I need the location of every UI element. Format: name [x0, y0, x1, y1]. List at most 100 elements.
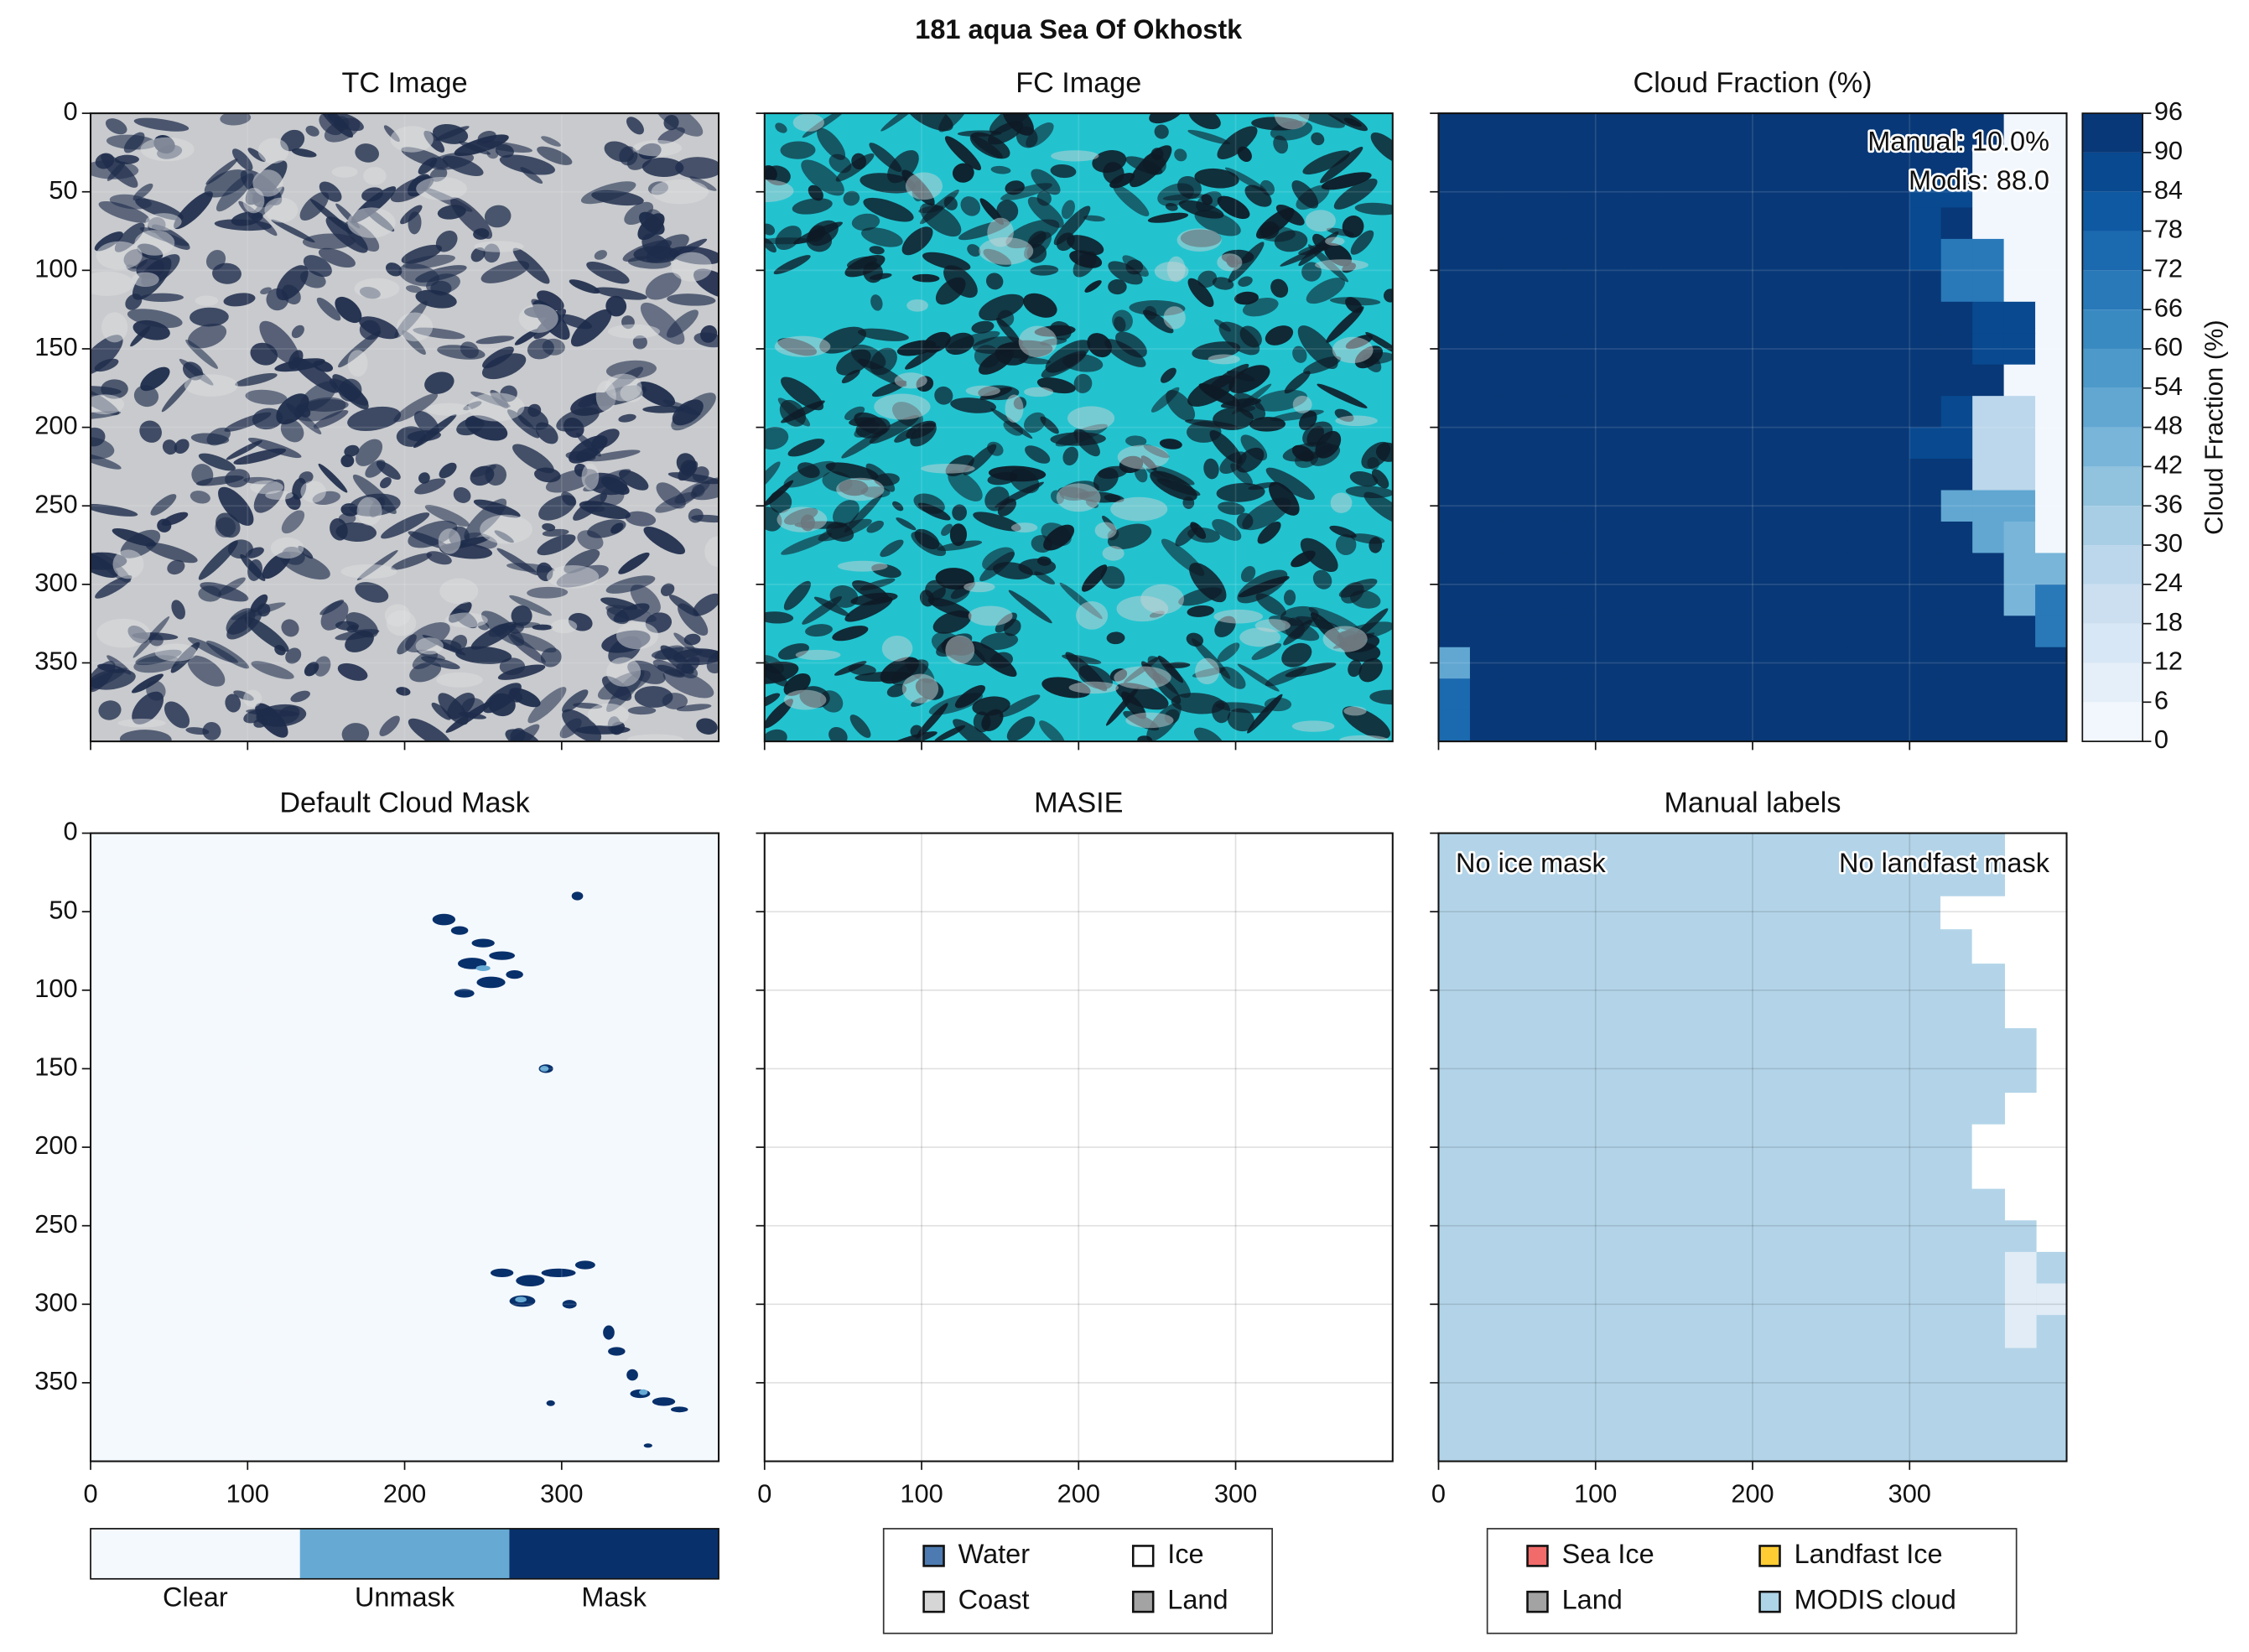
heatmap-cell	[1595, 207, 1628, 240]
heatmap-cell	[1532, 175, 1565, 209]
image-texture	[473, 228, 490, 240]
image-texture	[869, 246, 885, 255]
heatmap-cell	[1658, 364, 1691, 397]
heatmap-cell	[1658, 427, 1691, 460]
heatmap-cell	[1878, 647, 1910, 679]
colorbar-tick-label: 30	[2154, 528, 2183, 558]
image-texture	[453, 486, 471, 503]
image-texture	[632, 139, 683, 157]
image-texture	[1338, 579, 1378, 598]
heatmap-cell	[1721, 144, 1753, 177]
heatmap-cell	[1438, 584, 1471, 616]
heatmap-cell	[1972, 553, 2005, 585]
image-texture	[1031, 535, 1052, 553]
image-texture	[416, 176, 468, 200]
image-texture	[1361, 441, 1391, 470]
image-texture	[606, 606, 630, 625]
colorbar-tick-label: 78	[2154, 215, 2183, 244]
y-tick-label: 200	[34, 411, 77, 440]
mask-region	[1940, 833, 2067, 1348]
image-texture	[511, 605, 532, 626]
axes-frame	[763, 832, 1394, 1462]
image-texture	[162, 439, 178, 455]
image-texture	[591, 190, 644, 206]
heatmap-cell	[1972, 238, 2005, 272]
image-texture	[1213, 319, 1231, 332]
image-texture	[145, 213, 182, 231]
heatmap-cell	[1438, 396, 1471, 429]
heatmap-cell	[1564, 584, 1597, 616]
image-texture	[1094, 522, 1117, 539]
image-texture	[1158, 655, 1184, 683]
image-texture	[693, 332, 719, 348]
heatmap-cell	[1690, 333, 1722, 366]
image-texture	[541, 136, 561, 147]
heatmap-cell	[1690, 427, 1722, 460]
heatmap-cell	[1532, 490, 1565, 522]
image-texture	[1233, 392, 1266, 420]
image-texture	[973, 336, 1024, 355]
image-texture	[146, 680, 166, 701]
heatmap-cell	[1469, 270, 1503, 303]
image-texture	[405, 285, 422, 294]
image-texture	[376, 460, 401, 481]
heatmap-cell	[1658, 175, 1691, 209]
image-texture	[957, 130, 1002, 137]
image-texture	[1006, 716, 1036, 741]
heatmap-cell	[1721, 616, 1753, 648]
image-texture	[657, 127, 685, 144]
image-texture	[1217, 195, 1250, 220]
image-texture	[979, 236, 1034, 265]
heatmap-cell	[2035, 490, 2068, 522]
image-texture	[704, 536, 719, 568]
image-texture	[843, 190, 860, 206]
image-texture	[1187, 278, 1214, 308]
image-texture	[205, 250, 226, 271]
heatmap-cell	[1690, 238, 1722, 272]
image-texture	[1150, 148, 1164, 160]
heatmap-cell	[1564, 175, 1597, 209]
heatmap-cell	[1595, 301, 1628, 334]
heatmap-cell	[1532, 616, 1565, 648]
image-texture	[347, 350, 368, 377]
mask-blob	[574, 1260, 595, 1270]
image-texture	[1107, 523, 1152, 550]
heatmap-cell	[1627, 238, 1659, 272]
heatmap-cell	[1784, 333, 1816, 366]
image-texture	[154, 643, 197, 662]
image-texture	[764, 427, 789, 450]
image-texture	[347, 207, 396, 238]
image-texture	[1345, 486, 1393, 499]
image-texture	[1073, 373, 1093, 393]
image-texture	[334, 116, 350, 131]
heatmap-cell	[1815, 459, 1848, 491]
image-texture	[1163, 306, 1186, 330]
heatmap-cell	[1878, 427, 1910, 460]
image-texture	[133, 385, 159, 408]
heatmap-cell	[1627, 113, 1659, 146]
image-texture	[1219, 451, 1247, 475]
image-texture	[1008, 590, 1052, 624]
heatmap-cell	[1690, 207, 1722, 240]
image-texture	[1018, 325, 1057, 358]
heatmap-cell	[1658, 207, 1691, 240]
heatmap-cell	[1658, 553, 1691, 585]
heatmap-cell	[1658, 301, 1691, 334]
image-texture	[1292, 345, 1307, 363]
image-texture	[1104, 339, 1146, 367]
image-texture	[1294, 113, 1345, 128]
image-texture	[851, 153, 866, 170]
image-texture	[475, 335, 515, 345]
heatmap-cell	[1690, 175, 1722, 209]
axes-frame	[763, 112, 1394, 743]
image-texture	[1227, 708, 1254, 732]
image-texture	[299, 191, 330, 221]
image-texture	[464, 498, 507, 540]
image-texture	[94, 358, 119, 372]
heatmap-cell	[1878, 207, 1910, 240]
colorbar-tick-label: 24	[2154, 568, 2183, 597]
legend-label: Land	[1167, 1585, 1228, 1615]
image-texture	[220, 113, 252, 126]
heatmap-cell	[1595, 553, 1628, 585]
image-texture	[1251, 642, 1282, 661]
